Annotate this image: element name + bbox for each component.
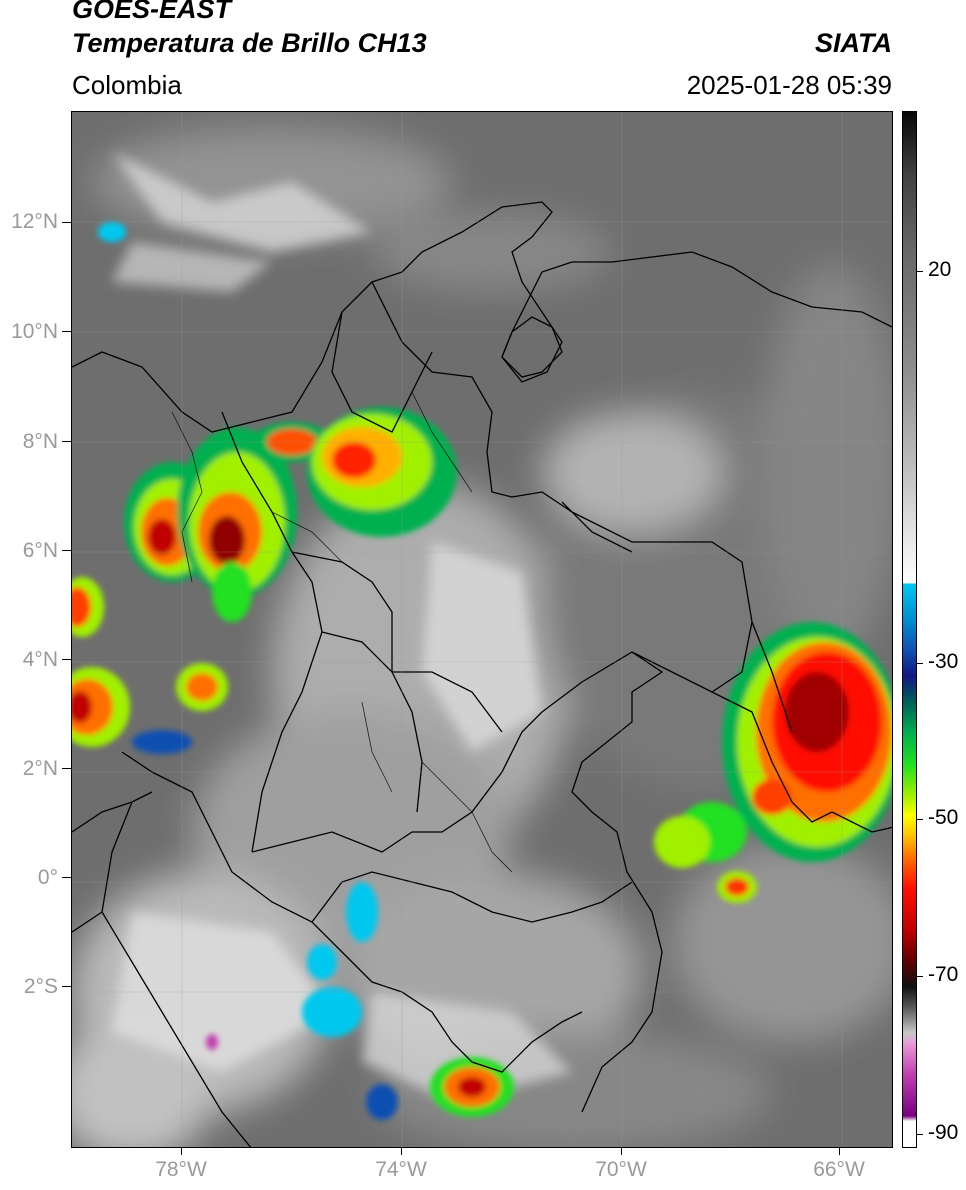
colorbar-label-minus70: -70 — [928, 963, 959, 986]
colorbar-tick — [917, 819, 923, 820]
region-label: Colombia — [72, 70, 182, 100]
map-canvas — [72, 112, 892, 1147]
lat-tick — [62, 222, 71, 223]
lat-tick — [62, 986, 71, 987]
colorbar-tick — [917, 271, 923, 272]
lon-tick — [839, 1148, 840, 1155]
datetime-label: 2025-01-28 05:39 — [686, 70, 892, 100]
lat-tick — [62, 331, 71, 332]
lat-label-12n: 12°N — [11, 210, 58, 233]
graticule — [72, 112, 892, 1147]
lat-tick — [62, 768, 71, 769]
lat-label-6n: 6°N — [22, 539, 58, 562]
lon-label-70w: 70°W — [595, 1158, 647, 1181]
lat-label-0: 0° — [37, 866, 58, 889]
lon-tick — [401, 1148, 402, 1155]
lat-label-4n: 4°N — [22, 648, 58, 671]
lat-tick — [62, 550, 71, 551]
lat-label-2n: 2°N — [22, 757, 58, 780]
satellite-map[interactable] — [71, 111, 893, 1148]
lon-label-66w: 66°W — [813, 1158, 865, 1181]
colorbar-label-minus90: -90 — [928, 1121, 959, 1144]
lat-tick — [62, 441, 71, 442]
lat-label-8n: 8°N — [22, 430, 58, 453]
political-borders — [72, 201, 892, 1147]
source-label: SIATA — [815, 28, 892, 58]
lon-tick — [621, 1148, 622, 1155]
colorbar-tick — [917, 663, 923, 664]
colorbar — [902, 111, 917, 1148]
colorbar-tick — [917, 1134, 923, 1135]
colorbar-tick — [917, 976, 923, 977]
lat-label-2s: 2°S — [23, 975, 58, 998]
colorbar-label-20: 20 — [928, 258, 952, 281]
lat-tick — [62, 659, 71, 660]
title-product: Temperatura de Brillo CH13 — [72, 28, 427, 58]
colorbar-label-minus30: -30 — [928, 650, 959, 673]
lat-label-10n: 10°N — [11, 320, 58, 343]
lon-label-78w: 78°W — [155, 1158, 207, 1181]
lon-tick — [181, 1148, 182, 1155]
lon-label-74w: 74°W — [375, 1158, 427, 1181]
lat-tick — [62, 877, 71, 878]
colorbar-label-minus50: -50 — [928, 806, 959, 829]
title-satellite: GOES-EAST — [72, 0, 232, 24]
